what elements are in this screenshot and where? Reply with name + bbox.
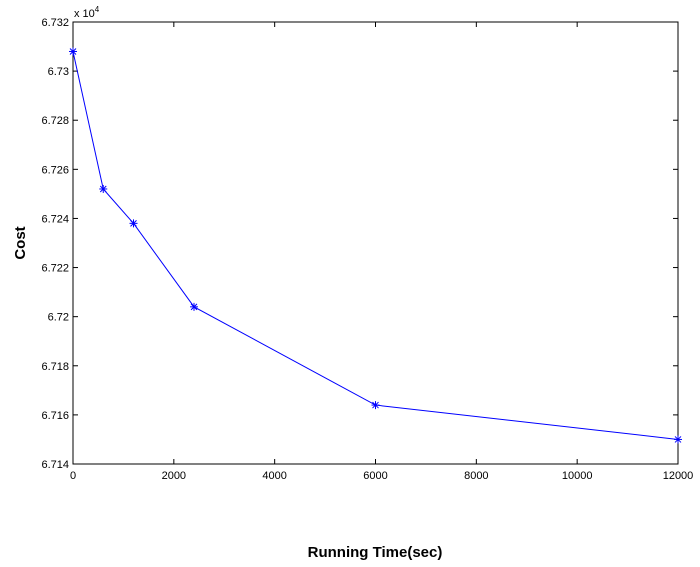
y-axis-ticks: 6.714 6.716 6.718 6.72 6.722 6.724 6.726 6.728 6… [41, 17, 678, 471]
y-multiplier-label: x 104 [74, 5, 100, 20]
y-tick-label: 6.716 [41, 410, 69, 422]
x-tick-label: 10000 [562, 470, 593, 482]
y-tick-label: 6.718 [41, 361, 69, 373]
y-tick-label: 6.726 [41, 164, 69, 176]
y-axis-title: Cost [12, 226, 29, 259]
x-tick-label: 12000 [663, 470, 694, 482]
series-line [72, 51, 679, 440]
data-point-marker [129, 219, 138, 228]
y-tick-label: 6.714 [41, 459, 69, 471]
data-point-marker [69, 47, 77, 56]
x-tick-label: 2000 [162, 470, 186, 482]
y-tick-label: 6.72 [48, 312, 69, 324]
data-point-marker [190, 302, 198, 311]
x-tick-label: 4000 [262, 470, 286, 482]
data-point-marker [99, 184, 108, 193]
x-tick-label: 8000 [464, 470, 488, 482]
y-tick-label: 6.732 [41, 17, 69, 29]
y-tick-label: 6.73 [48, 66, 69, 78]
x-axis-title: Running Time(sec) [308, 544, 443, 561]
x-axis-ticks: 0 2000 4000 6000 8000 10000 12000 [70, 22, 693, 482]
data-point-marker [371, 401, 380, 410]
x-tick-label: 6000 [363, 470, 387, 482]
data-point-marker [674, 435, 682, 444]
y-tick-label: 6.728 [41, 115, 69, 127]
y-tick-label: 6.724 [41, 213, 69, 225]
series-layer [69, 47, 682, 444]
y-multiplier-exponent: 4 [95, 5, 100, 14]
plot-frame [72, 21, 679, 465]
y-multiplier-base: x 10 [74, 8, 95, 20]
x-tick-label: 0 [70, 470, 76, 482]
y-tick-label: 6.722 [41, 263, 69, 275]
